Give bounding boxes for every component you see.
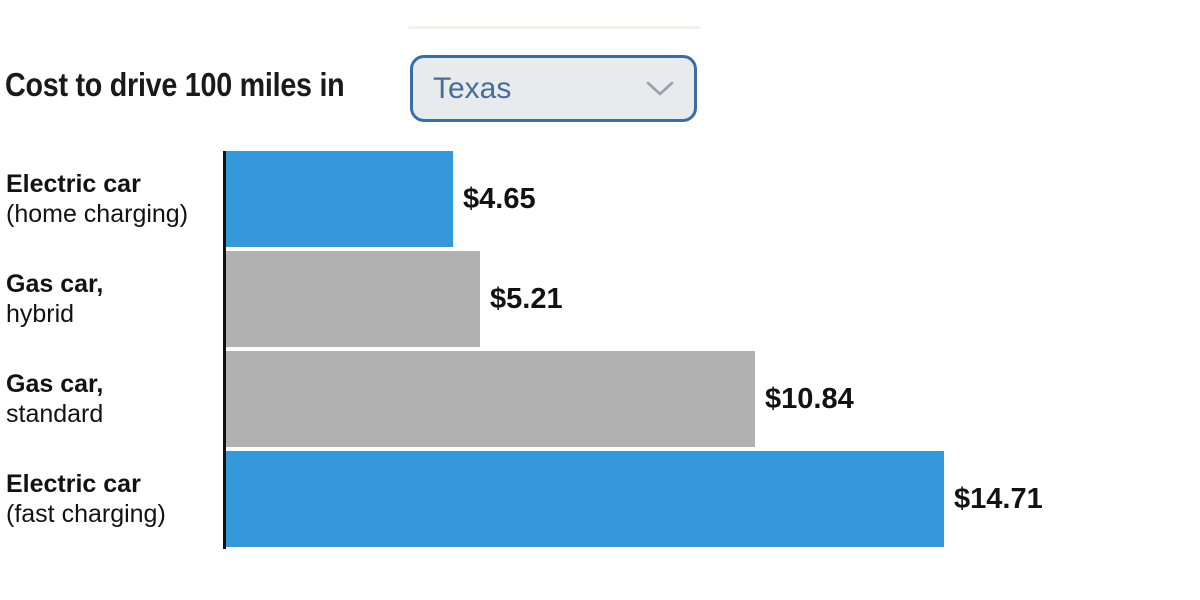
category-label-line2: (home charging) [6,200,189,228]
faint-artifact-line [408,26,700,29]
chart-title: Cost to drive 100 miles in [5,66,345,103]
category-label-line2: (fast charging) [6,500,166,528]
chart-row: Gas car, hybrid $5.21 [0,251,1200,347]
bar [226,251,480,347]
category-label-line1: Gas car, [6,270,104,298]
bar [226,351,755,447]
chart-row: Gas car, standard $10.84 [0,351,1200,447]
category-label-line1: Electric car [6,470,141,498]
bar [226,451,944,547]
category-label: Gas car, hybrid [0,269,226,329]
state-selector-dropdown[interactable]: Texas [410,55,697,122]
value-label: $5.21 [490,282,563,315]
category-label-line2: hybrid [6,300,75,328]
category-label: Electric car (fast charging) [0,469,226,529]
value-label: $14.71 [954,482,1043,515]
category-label-line1: Gas car, [6,370,104,398]
chart-row: Electric car (home charging) $4.65 [0,151,1200,247]
state-selector-value: Texas [433,71,512,105]
category-label: Gas car, standard [0,369,226,429]
chart-row: Electric car (fast charging) $14.71 [0,451,1200,547]
chart-axis-line [223,151,226,549]
bar [226,151,453,247]
value-label: $10.84 [765,382,854,415]
category-label-line2: standard [6,400,104,428]
value-label: $4.65 [463,182,536,215]
category-label: Electric car (home charging) [0,169,226,229]
chevron-down-icon [646,81,674,97]
category-label-line1: Electric car [6,170,141,198]
